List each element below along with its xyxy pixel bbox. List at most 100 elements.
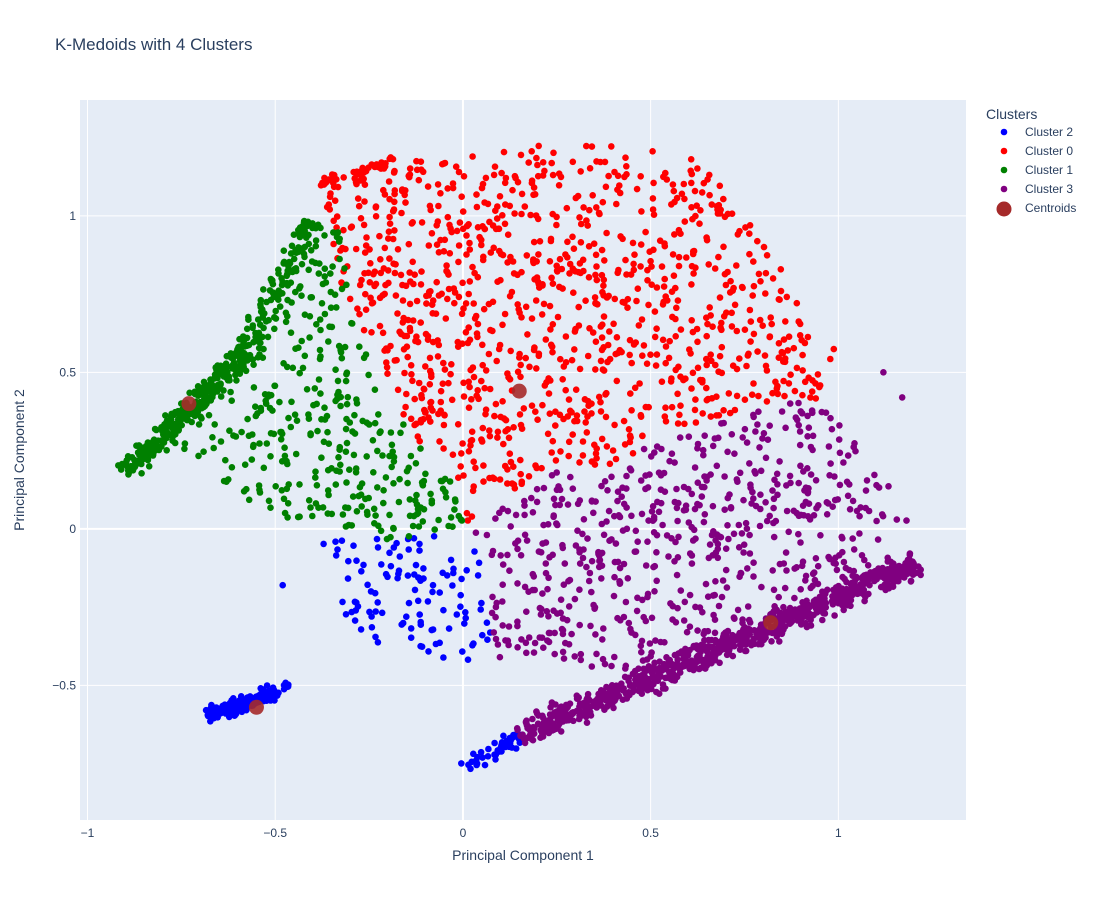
data-point — [674, 390, 681, 398]
data-point — [716, 352, 724, 360]
data-point — [540, 300, 548, 308]
data-point — [494, 434, 501, 441]
data-point — [275, 296, 282, 304]
data-point — [457, 591, 465, 599]
data-point — [724, 522, 731, 529]
data-point — [296, 285, 303, 292]
data-point — [562, 386, 569, 394]
data-point — [486, 432, 494, 440]
data-point — [637, 241, 645, 248]
data-point — [225, 476, 232, 483]
data-point — [198, 415, 205, 422]
legend-item-cluster-3[interactable]: Cluster 3 — [1000, 182, 1074, 196]
data-point — [535, 548, 543, 555]
data-point — [506, 202, 514, 210]
data-point — [259, 333, 266, 341]
data-point — [907, 563, 915, 570]
data-point — [462, 614, 470, 622]
data-point — [588, 557, 596, 565]
data-point — [784, 347, 792, 354]
data-point — [255, 482, 263, 489]
data-point — [650, 663, 657, 671]
data-point — [649, 148, 656, 155]
data-point — [579, 438, 587, 445]
data-point — [744, 565, 751, 572]
data-point — [651, 588, 658, 595]
data-point — [613, 334, 621, 341]
data-point — [360, 326, 368, 334]
data-point — [836, 481, 844, 489]
data-point — [364, 511, 371, 518]
data-point — [242, 367, 250, 375]
data-point — [915, 563, 922, 570]
data-point — [723, 584, 731, 591]
data-point — [391, 357, 399, 364]
data-point — [256, 321, 264, 329]
data-point — [724, 268, 731, 276]
data-point — [689, 328, 697, 336]
data-point — [288, 242, 296, 250]
data-point — [670, 272, 678, 280]
legend-item-cluster-0[interactable]: Cluster 0 — [1000, 144, 1074, 158]
legend-item-cluster-1[interactable]: Cluster 1 — [1000, 163, 1074, 177]
data-point — [386, 220, 394, 227]
data-point — [835, 436, 843, 443]
data-point — [694, 479, 702, 487]
data-point — [470, 300, 478, 307]
data-point — [332, 397, 339, 405]
data-point — [785, 333, 793, 341]
data-point — [584, 694, 591, 701]
data-point — [618, 686, 626, 693]
data-point — [562, 333, 570, 340]
data-point — [733, 365, 741, 373]
data-point — [681, 420, 688, 428]
data-point — [718, 319, 725, 327]
data-point — [880, 369, 887, 376]
data-point — [523, 649, 530, 657]
data-point — [540, 644, 547, 651]
data-point — [428, 230, 436, 237]
data-point — [374, 544, 382, 551]
data-point — [643, 360, 651, 368]
data-point — [377, 428, 384, 435]
data-point — [420, 386, 428, 393]
data-point — [770, 533, 778, 541]
data-point — [334, 546, 341, 553]
data-point — [372, 280, 380, 288]
data-point — [336, 468, 344, 475]
data-point — [625, 426, 633, 433]
data-point — [282, 309, 290, 317]
data-point — [623, 271, 630, 278]
data-point — [576, 260, 584, 267]
data-point — [520, 734, 527, 742]
data-point — [623, 472, 630, 480]
data-point — [452, 163, 460, 170]
data-point — [600, 531, 608, 539]
data-point — [801, 378, 809, 386]
data-point — [740, 541, 748, 548]
data-point — [584, 413, 591, 420]
data-point — [644, 277, 651, 284]
data-point — [352, 245, 360, 253]
legend-item-centroids[interactable]: Centroids — [996, 201, 1077, 217]
data-point — [581, 396, 589, 403]
data-point — [677, 587, 685, 594]
data-point — [463, 251, 470, 258]
data-point — [440, 606, 447, 614]
data-point — [849, 497, 857, 505]
data-point — [632, 527, 640, 535]
data-point — [518, 210, 525, 218]
data-point — [672, 284, 679, 292]
data-point — [811, 576, 819, 584]
data-point — [560, 655, 568, 662]
legend-item-cluster-2[interactable]: Cluster 2 — [1000, 125, 1074, 139]
data-point — [287, 250, 295, 257]
data-point — [380, 487, 387, 494]
data-point — [501, 310, 509, 318]
data-point — [718, 326, 725, 334]
data-point — [655, 469, 663, 477]
data-point — [553, 469, 560, 476]
data-point — [698, 493, 706, 500]
data-point — [389, 235, 397, 243]
